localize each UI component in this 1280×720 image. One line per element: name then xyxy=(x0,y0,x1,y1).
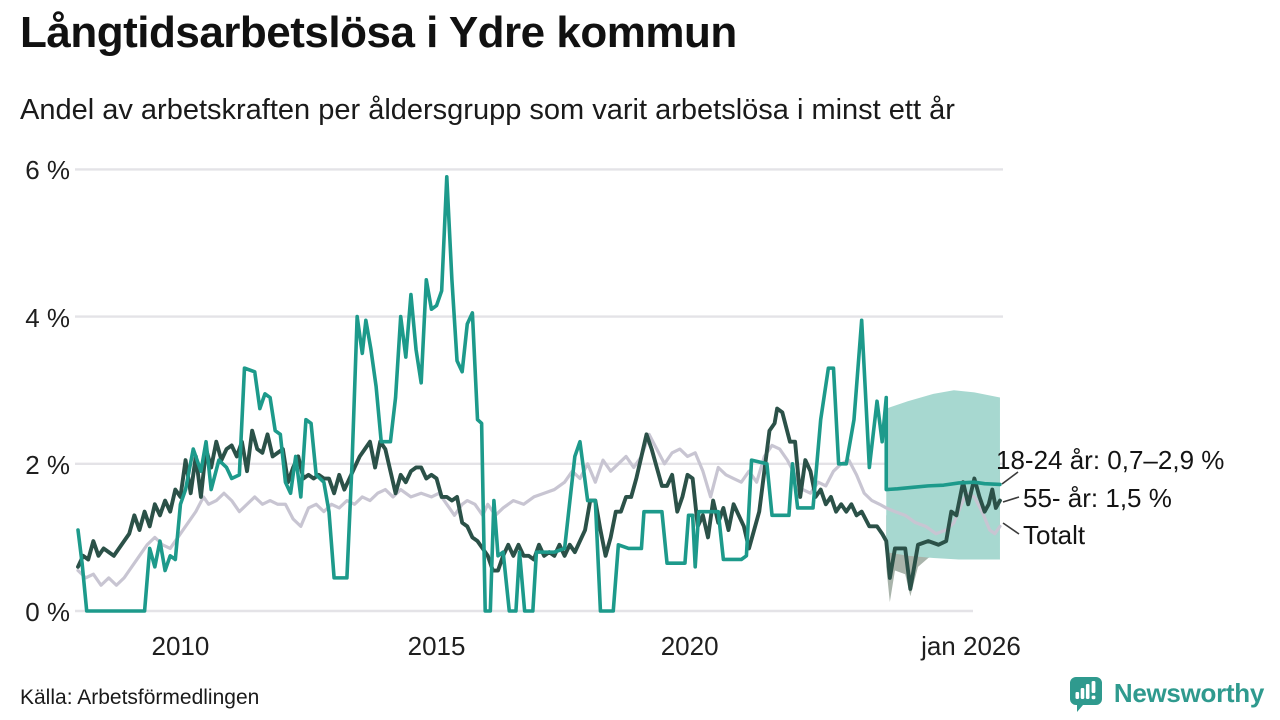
y-axis-tick-6: 6 % xyxy=(25,155,70,186)
forecast-band-18-24-r xyxy=(886,390,1000,560)
exclamation-bar xyxy=(1091,681,1096,693)
annotation-connector-2 xyxy=(1002,522,1020,535)
x-axis-tick-2020: 2020 xyxy=(660,631,719,661)
newsworthy-logo: Newsworthy xyxy=(1067,674,1264,712)
bar-small xyxy=(1075,692,1079,699)
series-line-55-r xyxy=(76,406,1002,591)
y-axis-tick-0: 0 % xyxy=(25,597,70,627)
annotation-label-totalt: Totalt xyxy=(1023,520,1086,550)
newsworthy-icon xyxy=(1069,677,1102,712)
x-axis-tick-jan-2026: jan 2026 xyxy=(921,631,1021,661)
annotation-label-18-24: 18-24 år: 0,7–2,9 % xyxy=(996,445,1225,475)
newsworthy-wordmark: Newsworthy xyxy=(1113,677,1264,708)
exclamation-dot xyxy=(1091,695,1096,700)
y-axis-tick-4: 4 % xyxy=(25,302,70,333)
chart-subtitle: Andel av arbetskraften per åldersgrupp s… xyxy=(20,94,955,126)
bar-large xyxy=(1085,684,1090,699)
chart-title: Långtidsarbetslösa i Ydre kommun xyxy=(20,8,737,57)
annotation-connector-0 xyxy=(1001,471,1019,485)
x-axis-tick-2015: 2015 xyxy=(407,631,466,661)
y-axis-tick-2: 2 % xyxy=(25,449,70,480)
annotation-connector-1 xyxy=(1002,496,1020,503)
series-line-18-24-r xyxy=(76,174,1002,613)
bar-medium xyxy=(1080,688,1085,699)
x-axis-tick-2010: 2010 xyxy=(151,631,210,661)
source-note: Källa: Arbetsförmedlingen xyxy=(20,686,260,709)
annotation-label-55: 55- år: 1,5 % xyxy=(1023,483,1172,513)
